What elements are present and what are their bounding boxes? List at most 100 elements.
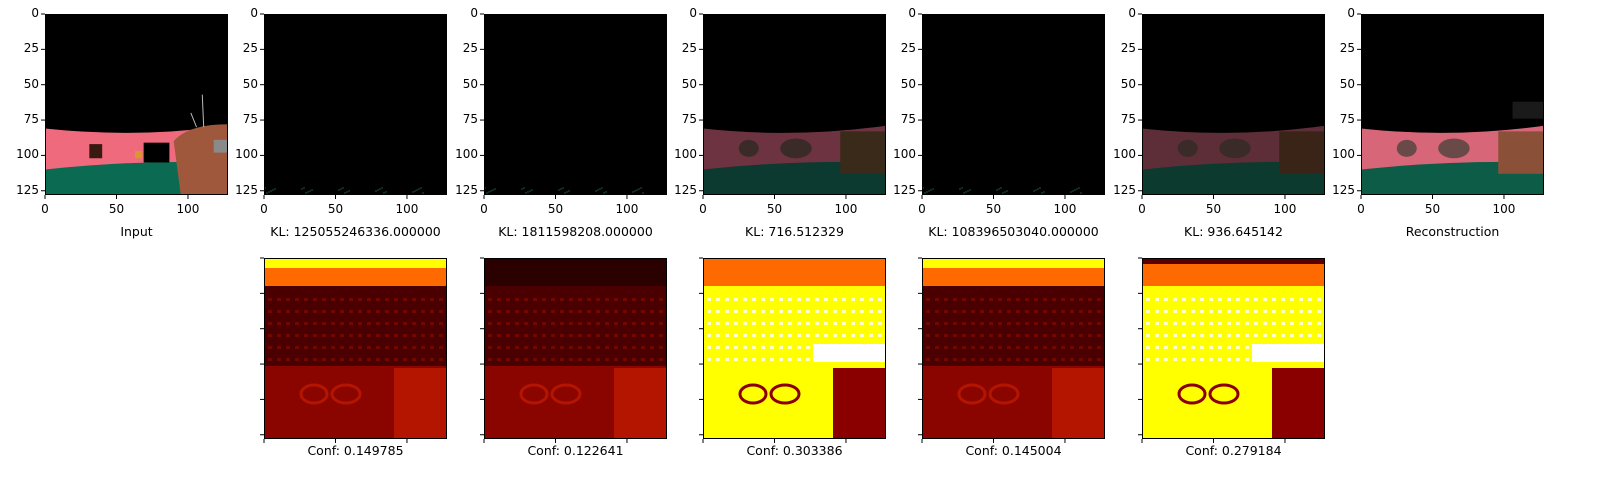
speck [1080, 192, 1082, 194]
heatmap-texture [421, 298, 425, 301]
heatmap-texture [770, 322, 774, 325]
heatmap-texture [313, 298, 317, 301]
heatmap-texture [295, 346, 299, 349]
heatmap-texture [1061, 358, 1065, 361]
heatmap-texture [430, 346, 434, 349]
heatmap-texture [542, 310, 546, 313]
image-plot [699, 13, 886, 199]
heatmap-texture [542, 334, 546, 337]
antenna [201, 94, 205, 128]
x-tick-label: 50 [327, 202, 344, 216]
heatmap-texture [533, 358, 537, 361]
heatmap-texture [286, 346, 290, 349]
heatmap-texture [488, 310, 492, 313]
heatmap-texture [815, 322, 819, 325]
heatmap-texture [295, 322, 299, 325]
heatmap-texture [1227, 358, 1231, 361]
heatmap-texture [1007, 310, 1011, 313]
axes-frame [45, 14, 228, 195]
image-panel: 0 50 100 0 25 50 75 100 125 KL: 125055246336.0000… [235, 6, 447, 239]
heatmap-texture [1097, 298, 1101, 301]
heatmap-texture [1025, 358, 1029, 361]
heatmap-texture [560, 334, 564, 337]
heatmap-texture [394, 310, 398, 313]
heatmap-texture [1164, 322, 1168, 325]
heatmap-texture [779, 358, 783, 361]
x-tick-label: 100 [1273, 202, 1297, 216]
y-tick-label: 100 [1332, 147, 1355, 162]
x-tick-label: 0 [41, 202, 49, 216]
heatmap-texture [412, 298, 416, 301]
heatmap-texture [439, 310, 443, 313]
confidence-panel: Conf: 0.122641 [480, 257, 667, 458]
confidence-panel: Conf: 0.145004 [918, 257, 1105, 458]
heatmap-texture [623, 334, 627, 337]
blurry-brown-object [840, 131, 886, 174]
y-tick-label: 75 [1339, 112, 1355, 127]
heatmap-ring [330, 383, 362, 405]
heatmap-texture [1007, 298, 1011, 301]
heatmap-texture [989, 358, 993, 361]
heatmap-texture [268, 346, 272, 349]
heatmap-texture [659, 346, 663, 349]
heatmap-texture [277, 310, 281, 313]
sky [922, 14, 1105, 195]
heatmap-texture [716, 334, 720, 337]
heatmap-texture [878, 334, 882, 337]
heatmap-texture [506, 358, 510, 361]
heatmap-texture [1182, 322, 1186, 325]
heatmap-ring [738, 383, 768, 405]
image-plot [918, 13, 1105, 199]
heatmap-texture [1299, 298, 1303, 301]
heatmap-top-band [1142, 258, 1325, 264]
axes-frame [484, 258, 667, 439]
heatmap-texture [632, 322, 636, 325]
heatmap-texture [1155, 310, 1159, 313]
panel-caption: KL: 716.512329 [745, 224, 844, 239]
heatmap-texture [349, 334, 353, 337]
speck [488, 191, 490, 193]
heatmap-texture [743, 310, 747, 313]
speck [490, 190, 492, 192]
heatmap-texture [998, 346, 1002, 349]
heatmap-texture [1016, 358, 1020, 361]
heatmap-top-band [484, 258, 667, 286]
heatmap-texture [815, 334, 819, 337]
speck [422, 192, 424, 194]
axes-frame [1142, 14, 1325, 195]
heatmap-texture [340, 346, 344, 349]
heatmap-texture [605, 346, 609, 349]
heatmap-texture [1043, 334, 1047, 337]
y-tick-label: 25 [1339, 41, 1355, 56]
heatmap-texture [971, 346, 975, 349]
heatmap-texture [430, 322, 434, 325]
heatmap-texture [1209, 322, 1213, 325]
heatmap-texture [412, 310, 416, 313]
y-tick-label: 125 [1332, 182, 1355, 197]
heatmap-texture [421, 358, 425, 361]
heatmap-texture [1070, 334, 1074, 337]
heatmap-texture [833, 298, 837, 301]
heatmap-texture [367, 322, 371, 325]
speck [562, 187, 564, 189]
heatmap-texture [953, 310, 957, 313]
speck [1074, 189, 1076, 191]
panel-caption: Conf: 0.149785 [307, 443, 404, 458]
heatmap-texture [878, 298, 882, 301]
speck [383, 192, 385, 194]
y-tick-label: 0 [470, 6, 478, 20]
heatmap-texture [971, 310, 975, 313]
heatmap-texture [497, 334, 501, 337]
axes-frame [264, 14, 447, 195]
speck [348, 190, 350, 192]
heatmap-texture [1317, 334, 1321, 337]
heatmap-texture [962, 358, 966, 361]
speck [1002, 192, 1004, 194]
heatmap-object [1052, 368, 1105, 439]
heatmap-texture [1079, 358, 1083, 361]
heatmap-texture [403, 298, 407, 301]
heatmap-texture [1317, 310, 1321, 313]
heatmap-texture [376, 358, 380, 361]
heatmap-texture [596, 310, 600, 313]
heatmap-texture [953, 358, 957, 361]
